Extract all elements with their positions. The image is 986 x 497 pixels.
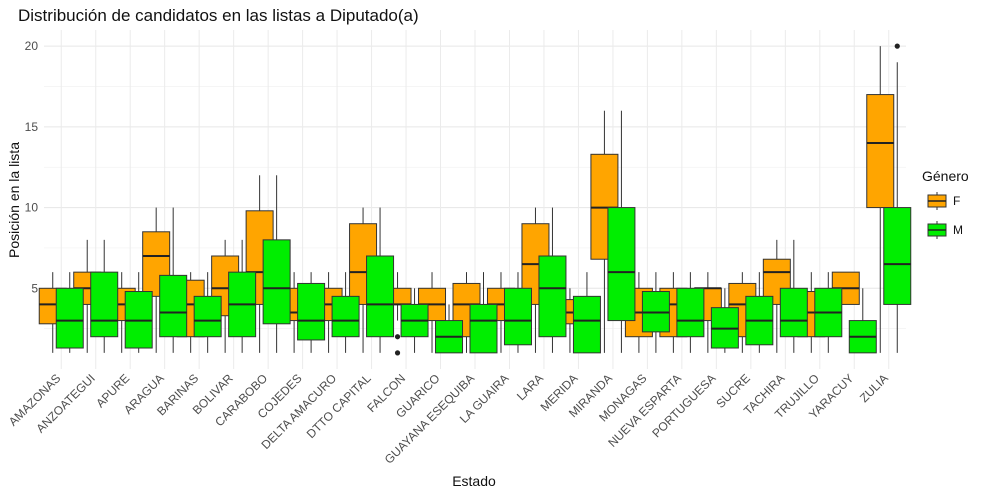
box-M-guayana-esequiba [469,272,498,354]
x-tick-label: DTTO CAPITAL [304,371,374,441]
box-M-tachira [779,239,808,353]
legend-title: Género [922,168,969,184]
x-tick-label: PORTUGUESA [649,371,718,440]
y-tick-label: 5 [31,281,38,295]
y-tick-label: 15 [25,120,39,134]
box-body [607,207,636,322]
box-M-portuguesa [710,288,739,353]
box-M-guarico [435,304,464,354]
box-series [38,43,912,356]
box-M-carabobo [262,175,291,353]
x-tick-label: ZULIA [857,371,891,405]
box-body [676,287,705,338]
box-body [883,207,912,305]
box-M-dtto-capital [366,207,395,353]
box-M-nueva-esparta [676,272,705,353]
box-M-trujillo [814,272,843,353]
box-M-miranda [607,110,636,353]
box-body [572,295,601,354]
y-tick-label: 10 [25,201,39,215]
box-body [779,287,808,338]
box-M-yaracuy [848,288,877,354]
box-M-monagas [641,272,670,353]
legend-label-M: M [953,223,963,237]
box-body [297,282,326,341]
box-M-sucre [745,272,774,353]
box-M-aragua [159,207,188,353]
box-M-la-guaira [503,272,532,353]
box-M-lara [538,207,567,353]
box-body [262,239,291,325]
chart-title: Distribución de candidatos en las listas… [18,6,419,25]
box-body [331,295,360,338]
legend-label-F: F [953,194,960,208]
box-M-amazonas [55,272,84,353]
y-axis-ticks: 5 10 15 20 [25,39,39,295]
box-body [866,94,895,209]
box-F-zulia [866,46,895,353]
box-M-falcon [400,288,429,353]
box-M-merida [572,272,601,354]
box-M-zulia [883,43,912,353]
box-body [193,295,222,338]
box-M-anzoategui [90,239,119,353]
box-body [55,287,84,349]
box-M-delta-amacuro [331,272,360,353]
box-body [159,274,188,338]
outlier-point [394,334,401,340]
x-tick-label: LARA [514,371,546,403]
legend: Género F M [922,168,969,239]
box-M-barinas [193,272,222,353]
y-axis-title: Posición en la lista [6,142,22,258]
outlier-point [394,350,401,356]
outlier-point [894,43,900,49]
box-body [538,255,567,338]
x-axis-title: Estado [452,473,496,489]
box-M-cojedes [297,272,326,353]
box-M-bolivar [228,239,257,353]
y-tick-label: 20 [25,39,39,53]
box-body [90,271,119,338]
x-axis-ticks: AMAZONASANZOATEGUIAPUREARAGUABARINASBOLI… [6,371,891,467]
box-body [503,287,532,346]
box-body [469,303,498,354]
box-body [366,255,395,338]
box-M-apure [124,272,153,353]
